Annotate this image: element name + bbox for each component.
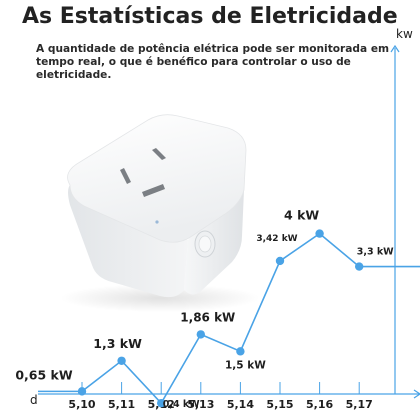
series-polyline <box>38 232 420 405</box>
x-tick-labels: 5,105,115,125,135,145,155,165,17 <box>68 398 372 411</box>
y-axis-label: kw <box>396 27 413 41</box>
data-label: 1,5 kW <box>225 359 266 371</box>
socket-slots-icon <box>120 148 166 197</box>
x-tick-label: 5,10 <box>68 398 95 411</box>
data-point <box>355 262 364 271</box>
data-point <box>196 330 205 339</box>
x-axis-arrow-icon <box>413 389 420 399</box>
power-button-icon <box>194 230 216 258</box>
data-label: 3,42 kW <box>256 234 297 244</box>
data-label: 0,65 kW <box>15 367 73 382</box>
data-point <box>315 229 324 238</box>
chart-axes <box>38 48 420 395</box>
x-tick-label: 5,11 <box>108 398 135 411</box>
data-label: 4 kW <box>284 208 319 223</box>
x-axis-label: d <box>30 393 38 407</box>
smart-plug-image <box>60 114 260 312</box>
x-tick-label: 5,13 <box>187 398 214 411</box>
data-point <box>117 356 126 365</box>
data-point <box>157 398 166 408</box>
x-tick-label: 5,15 <box>266 398 293 411</box>
data-point <box>275 256 285 266</box>
data-point <box>236 347 245 356</box>
data-label: 3,3 kW <box>357 247 394 258</box>
data-points <box>77 229 364 408</box>
x-tick-label: 5,17 <box>346 398 373 411</box>
description-text: A quantidade de potência elétrica pode s… <box>36 43 390 81</box>
data-label: 0,4 kW <box>163 399 200 410</box>
data-labels: 0,65 kW 1,3 kW 0,4 kW 1,86 kW 1,5 kW 3,42 kW 4… <box>15 208 394 411</box>
x-tick-marks <box>81 382 360 394</box>
data-label: 1,3 kW <box>93 336 142 351</box>
x-tick-label: 5,14 <box>227 398 254 411</box>
data-point <box>77 387 87 396</box>
y-axis-arrow-icon <box>390 44 400 53</box>
x-tick-label: 5,16 <box>306 398 333 411</box>
series-line <box>38 232 420 405</box>
page-title: As Estatísticas de Eletricidade <box>22 4 398 29</box>
data-label: 1,86 kW <box>180 310 235 324</box>
